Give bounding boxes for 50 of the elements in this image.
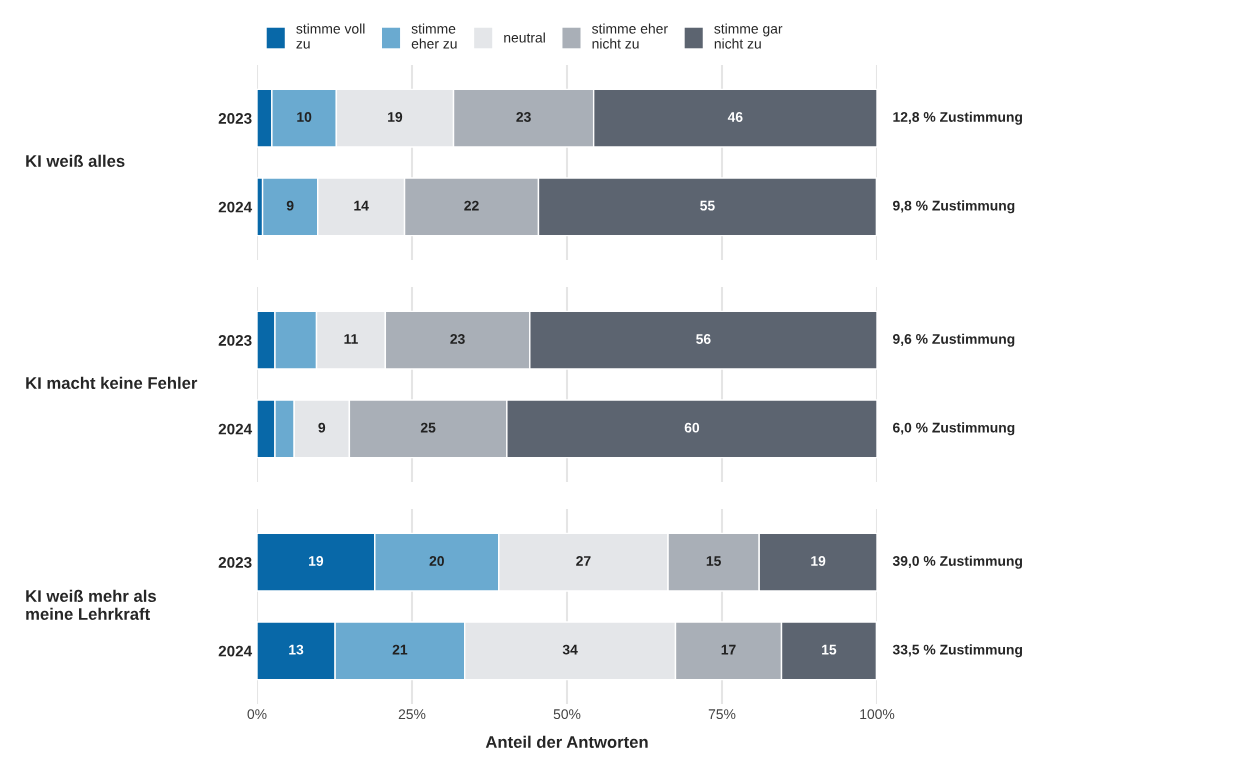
text: 9,6 % Zustimmung	[892, 333, 1015, 347]
data-label: 15	[706, 556, 721, 566]
y-tick-label: 2024	[218, 423, 253, 435]
data-label: 25	[420, 422, 436, 433]
y-axis-title: KI weiß mehr als meine Lehrkraft	[26, 589, 156, 620]
data-label: 14	[354, 200, 369, 211]
data-label: 19	[811, 556, 826, 566]
data-label: 55	[700, 200, 715, 211]
y-axis-title: KI weiß alles	[26, 154, 125, 167]
data-label: 27	[576, 556, 591, 566]
y-axis-title: KI macht keine Fehler	[26, 376, 198, 389]
legend-label: stimme eher nicht zu	[592, 23, 668, 49]
x-axis-title: Anteil der Antworten	[485, 735, 648, 748]
data-label: 21	[392, 644, 408, 655]
data-label: 56	[696, 334, 711, 344]
text: 33,5 % Zustimmung	[892, 644, 1022, 658]
data-label: 13	[289, 644, 304, 655]
y-tick-label: 2023	[218, 335, 252, 346]
data-label: 34	[562, 644, 578, 655]
x-tick-label: 25%	[398, 709, 426, 720]
data-label: 11	[344, 334, 358, 344]
data-label: 60	[684, 422, 700, 433]
data-label: 9	[286, 200, 294, 211]
data-label: 23	[516, 112, 531, 122]
y-tick-label: 2024	[218, 645, 253, 657]
data-label: 17	[721, 644, 736, 655]
data-label: 19	[309, 556, 324, 566]
data-label: 20	[429, 556, 444, 566]
legend-label: stimme voll zu	[296, 23, 365, 49]
text: 6,0 % Zustimmung	[893, 422, 1015, 436]
data-label: 46	[727, 112, 743, 122]
x-tick-label: 100%	[860, 709, 895, 720]
text: 39,0 % Zustimmung	[892, 555, 1022, 569]
y-tick-label: 2023	[218, 557, 252, 568]
x-tick-label: 75%	[708, 709, 736, 720]
text: 9,8 % Zustimmung	[892, 200, 1015, 214]
data-label: 15	[822, 644, 837, 655]
x-tick-label: 0%	[247, 709, 267, 720]
legend-label: stimme gar nicht zu	[714, 23, 783, 49]
data-label: 9	[318, 422, 326, 433]
legend-label: neutral	[504, 32, 545, 43]
y-tick-label: 2023	[218, 113, 252, 124]
legend-label: stimme eher zu	[411, 23, 457, 49]
x-tick-label: 50%	[553, 709, 581, 720]
text: 12,8 % Zustimmung	[893, 111, 1022, 125]
data-label: 19	[388, 112, 403, 122]
y-tick-label: 2024	[218, 201, 253, 213]
data-label: 10	[297, 112, 312, 122]
data-label: 23	[450, 334, 465, 344]
data-label: 22	[464, 200, 479, 211]
